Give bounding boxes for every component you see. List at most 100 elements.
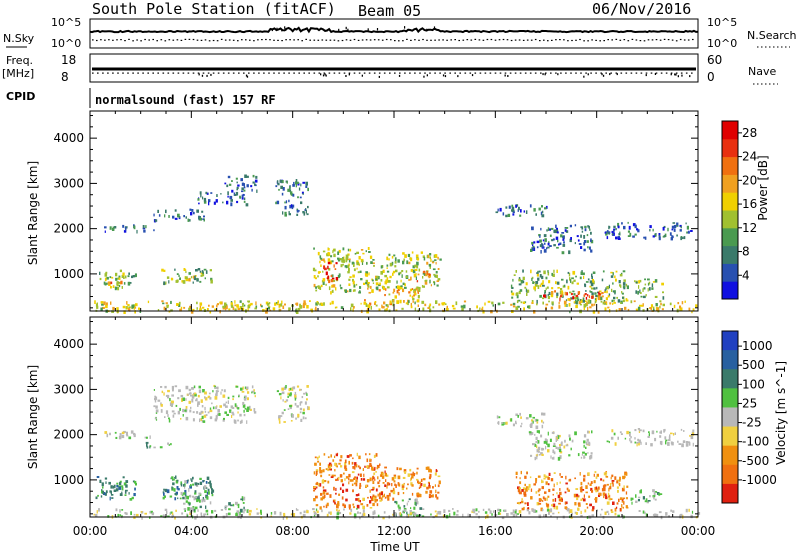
- data-cell: [118, 275, 121, 279]
- colorbar-segment: [722, 369, 738, 389]
- data-cell: [533, 208, 536, 212]
- data-cell: [591, 292, 594, 295]
- data-cell: [518, 283, 522, 286]
- data-cell: [352, 278, 354, 282]
- data-cell: [537, 277, 540, 281]
- data-cell: [317, 285, 320, 288]
- data-cell: [188, 502, 191, 506]
- data-cell: [212, 390, 214, 393]
- data-cell: [140, 511, 143, 513]
- data-cell: [546, 439, 548, 443]
- nave-spike: [345, 75, 347, 77]
- data-cell: [347, 271, 350, 274]
- data-cell: [546, 229, 548, 232]
- data-cell: [372, 282, 375, 284]
- data-cell: [538, 207, 541, 211]
- nsearch-dot: [281, 40, 283, 42]
- nave-dot: [595, 72, 597, 74]
- data-cell: [254, 179, 258, 183]
- data-cell: [593, 473, 595, 477]
- data-cell: [541, 412, 544, 416]
- data-cell: [289, 189, 292, 193]
- data-cell: [337, 502, 340, 507]
- data-cell: [229, 409, 231, 413]
- data-cell: [322, 489, 325, 492]
- data-cell: [205, 505, 207, 509]
- data-cell: [125, 512, 128, 515]
- data-cell: [647, 288, 649, 292]
- data-cell: [184, 489, 187, 493]
- data-cell: [428, 476, 431, 480]
- data-cell: [517, 299, 521, 302]
- data-cell: [224, 302, 227, 307]
- data-cell: [580, 271, 583, 275]
- data-cell: [329, 465, 332, 469]
- data-cell: [437, 491, 440, 494]
- data-cell: [305, 208, 307, 211]
- data-cell: [344, 459, 347, 464]
- data-cell: [385, 308, 388, 311]
- data-cell: [419, 481, 421, 484]
- data-cell: [188, 307, 191, 311]
- data-cell: [378, 485, 381, 488]
- data-cell: [645, 294, 647, 297]
- data-cell: [621, 291, 623, 294]
- data-cell: [574, 511, 577, 514]
- nsearch-dot: [635, 39, 638, 41]
- nave-dot: [514, 72, 517, 74]
- data-cell: [430, 258, 432, 262]
- data-cell: [545, 287, 547, 291]
- data-cell: [574, 299, 577, 302]
- data-cell: [121, 431, 125, 434]
- data-cell: [119, 480, 122, 483]
- data-cell: [418, 288, 421, 292]
- data-cell: [392, 291, 395, 294]
- data-cell: [225, 405, 228, 408]
- data-cell: [520, 470, 522, 475]
- data-cell: [590, 487, 593, 491]
- data-cell: [199, 280, 202, 283]
- data-cell: [583, 242, 586, 246]
- data-cell: [211, 305, 214, 308]
- data-cell: [335, 478, 338, 481]
- data-cell: [534, 456, 536, 461]
- data-cell: [297, 413, 300, 418]
- nave-spike: [457, 75, 459, 78]
- freq-panel-frame: [89, 53, 699, 83]
- data-cell: [542, 421, 545, 424]
- data-cell: [422, 285, 425, 288]
- data-cell: [296, 509, 299, 511]
- nave-spike: [206, 74, 208, 77]
- data-cell: [545, 276, 548, 280]
- data-cell: [556, 281, 560, 285]
- data-cell: [349, 276, 352, 278]
- nsearch-dot: [583, 40, 585, 42]
- data-cell: [640, 295, 643, 298]
- data-cell: [602, 301, 605, 305]
- data-cell: [375, 275, 377, 279]
- data-cell: [306, 510, 309, 514]
- data-cell: [283, 421, 286, 423]
- data-cell: [416, 494, 420, 498]
- data-cell: [283, 409, 286, 411]
- data-cell: [555, 281, 557, 285]
- data-cell: [534, 289, 536, 292]
- data-cell: [384, 294, 386, 297]
- nsearch-dot: [414, 39, 416, 41]
- data-cell: [133, 516, 136, 519]
- data-cell: [366, 465, 369, 468]
- data-cell: [313, 486, 317, 488]
- data-cell: [200, 410, 203, 413]
- data-cell: [583, 294, 586, 297]
- data-cell: [195, 484, 199, 487]
- nsearch-dot: [160, 39, 163, 41]
- data-cell: [305, 391, 308, 395]
- data-cell: [146, 446, 149, 449]
- data-cell: [118, 486, 122, 490]
- nsearch-dot: [398, 40, 400, 42]
- data-cell: [246, 406, 250, 410]
- data-cell: [299, 407, 303, 411]
- data-cell: [381, 304, 383, 309]
